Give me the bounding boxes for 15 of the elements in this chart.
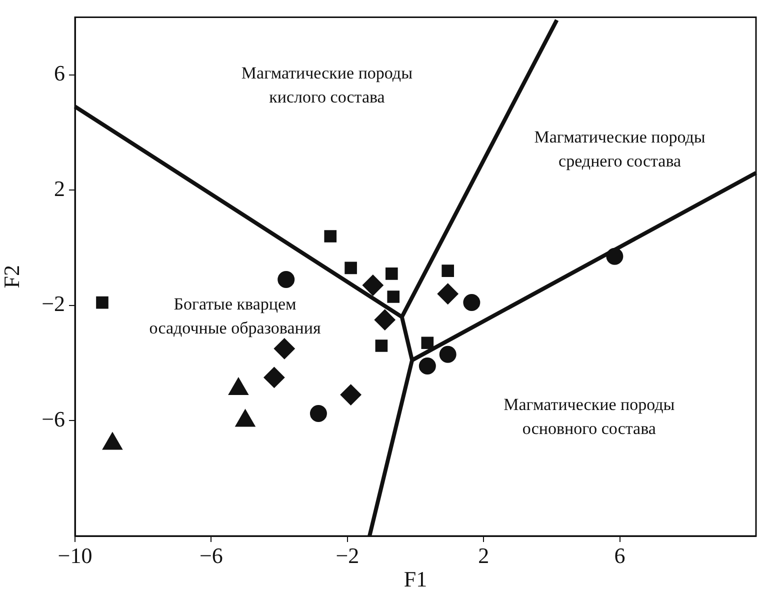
y-tick-label: −6 bbox=[42, 406, 65, 432]
y-tick-label: 2 bbox=[54, 176, 65, 201]
annotation: Магматические породы основного состава bbox=[504, 395, 676, 438]
y-axis-title: F2 bbox=[0, 264, 24, 288]
annotation: Магматические породы кислого состава bbox=[241, 64, 414, 107]
x-tick-label: 6 bbox=[614, 542, 626, 568]
x-tick-label: −10 bbox=[58, 542, 92, 568]
x-tick-label: −6 bbox=[199, 542, 223, 568]
y-tick-label: 6 bbox=[54, 60, 65, 86]
annotation: Магматические породы среднего состава bbox=[534, 127, 706, 170]
x-tick-label: −2 bbox=[336, 542, 360, 568]
annotation: Богатые кварцем осадочные образования bbox=[149, 294, 321, 338]
y-tick-label: −2 bbox=[42, 291, 65, 316]
x-tick-label: 2 bbox=[478, 542, 490, 568]
x-axis-title: F1 bbox=[404, 566, 428, 592]
